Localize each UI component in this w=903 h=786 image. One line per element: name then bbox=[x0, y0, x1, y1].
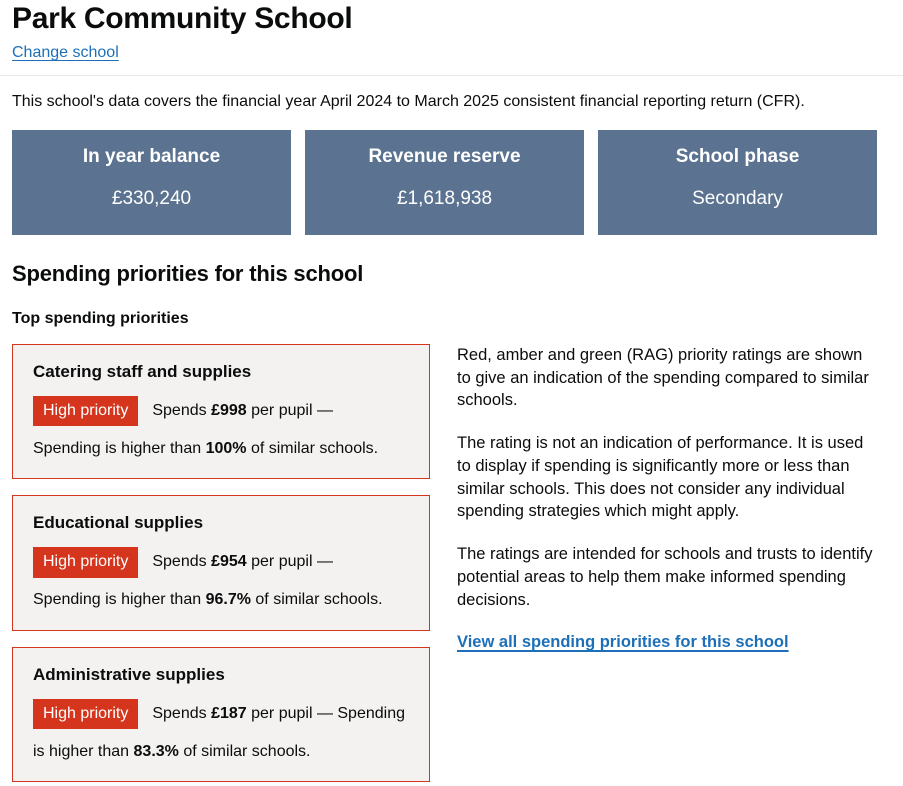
intro-text: This school's data covers the financial … bbox=[12, 93, 805, 110]
tile-in-year-balance: In year balance £330,240 bbox=[12, 129, 291, 235]
divider bbox=[0, 75, 903, 76]
priority-card-educational: Educational supplies High priority Spends… bbox=[12, 495, 430, 631]
card-text: Spends £954 per pupil — Spending is highe… bbox=[33, 553, 383, 609]
card-text: Spends £187 per pupil — Spending is high… bbox=[33, 704, 405, 760]
tile-label: In year balance bbox=[82, 145, 221, 167]
priority-cards: Catering staff and supplies High priorit… bbox=[12, 343, 430, 783]
tile-label: Revenue reserve bbox=[368, 145, 521, 167]
priority-card-catering: Catering staff and supplies High priorit… bbox=[12, 343, 430, 480]
tile-school-phase: School phase Secondary bbox=[598, 129, 877, 235]
high-priority-badge: High priority bbox=[33, 698, 139, 730]
card-title: Administrative supplies bbox=[33, 664, 225, 684]
spending-columns: Catering staff and supplies High priorit… bbox=[12, 343, 877, 783]
high-priority-badge: High priority bbox=[33, 547, 139, 578]
card-body: High priority Spends £187 per pupil — Spe… bbox=[33, 695, 409, 770]
tile-value: Secondary bbox=[692, 187, 783, 209]
tile-value: £1,618,938 bbox=[396, 187, 493, 209]
rag-paragraph: The rating is not an indication of perfo… bbox=[457, 434, 864, 521]
change-school-link[interactable]: Change school bbox=[12, 44, 119, 61]
view-all-link[interactable]: View all spending priorities for this sc… bbox=[457, 633, 789, 652]
tile-value: £330,240 bbox=[111, 187, 192, 209]
summary-tiles: In year balance £330,240 Revenue reserve… bbox=[12, 129, 877, 235]
high-priority-badge: High priority bbox=[33, 396, 139, 427]
card-title: Catering staff and supplies bbox=[33, 361, 252, 381]
tile-revenue-reserve: Revenue reserve £1,618,938 bbox=[305, 129, 584, 235]
card-body: High priority Spends £954 per pupil — Spen… bbox=[33, 543, 409, 618]
card-text: Spends £998 per pupil — Spending is highe… bbox=[33, 402, 379, 457]
section-heading: Spending priorities for this school bbox=[12, 260, 364, 286]
rag-paragraph: The ratings are intended for schools and… bbox=[457, 545, 873, 609]
card-title: Educational supplies bbox=[33, 513, 204, 533]
rag-explanation: Red, amber and green (RAG) priority rati… bbox=[457, 344, 877, 782]
priority-card-administrative: Administrative supplies High priority Spe… bbox=[12, 646, 430, 783]
rag-paragraph: Red, amber and green (RAG) priority rati… bbox=[457, 345, 869, 410]
tile-label: School phase bbox=[675, 145, 800, 167]
page-title: Park Community School bbox=[12, 2, 353, 35]
card-body: High priority Spends £998 per pupil — Spen… bbox=[33, 392, 409, 467]
subsection-heading: Top spending priorities bbox=[12, 309, 189, 327]
